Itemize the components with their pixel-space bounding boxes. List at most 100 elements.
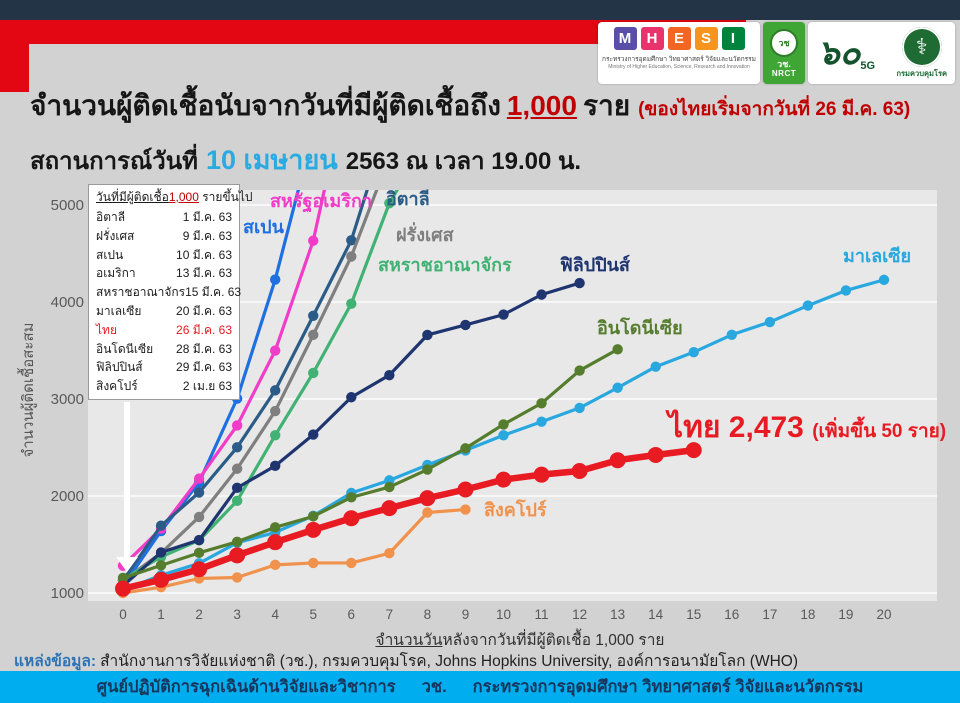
- data-point-Philippines-day7: [384, 369, 395, 381]
- thailand-annotation-name: ไทย: [668, 411, 721, 444]
- legend-row-อิตาลี: อิตาลี 1 มี.ค. 63: [96, 208, 232, 227]
- nrct-abbrev: NRCT: [771, 68, 797, 78]
- x-tick-label-15: 15: [686, 607, 701, 622]
- title-threshold-number: 1,000: [506, 90, 577, 121]
- y-axis-title: จำนวนผู้ติดเชื้อสะสม: [20, 322, 37, 458]
- title-note: (ของไทยเริ่มจากวันที่ 26 มี.ค. 63): [638, 99, 911, 120]
- legend-rows: อิตาลี 1 มี.ค. 63 ฝรั่งเศส 9 มี.ค. 63 สเปน 10…: [96, 208, 241, 396]
- data-point-Malaysia-day16: [726, 329, 737, 340]
- series-label-Indonesia: อินโดนีเซีย: [597, 318, 683, 338]
- thailand-annotation: ไทย 2,473 (เพิ่มขึ้น 50 ราย): [668, 404, 946, 451]
- legend-date: 20 มี.ค. 63: [176, 303, 232, 318]
- data-point-Malaysia-day17: [764, 316, 776, 328]
- nrct-emblem-icon: วช: [770, 28, 798, 57]
- footer-part2: วช.: [421, 678, 447, 696]
- data-point-Italy-day6: [346, 235, 357, 246]
- x-tick-label-9: 9: [462, 607, 470, 622]
- down-arrow-head-icon: [116, 557, 138, 572]
- data-point-Singapore-day6: [346, 557, 357, 569]
- data-point-Indonesia-day4: [270, 522, 281, 533]
- series-line-Singapore: [121, 507, 468, 595]
- data-point-Indonesia-day1: [155, 560, 167, 571]
- data-point-Singapore-day8: [422, 507, 433, 518]
- data-point-Philippines-day3: [231, 482, 243, 494]
- data-point-Singapore-day9: [460, 504, 471, 515]
- x-tick-label-1: 1: [157, 607, 165, 622]
- legend-country: อิตาลี: [96, 210, 126, 224]
- legend-box: วันที่มีผู้ติดเชื้อ1,000 รายขึ้นไป อิตาล…: [88, 184, 252, 400]
- series-line-Spain: [121, 190, 300, 588]
- data-point-Indonesia-day3: [231, 536, 243, 547]
- data-point-Philippines-day2: [193, 534, 205, 546]
- data-point-Thailand-day6: [343, 510, 360, 527]
- title-text: จำนวนผู้ติดเชื้อนับจากวันที่มีผู้ติดเชื้…: [30, 90, 501, 121]
- source-text: สำนักงานการวิจัยแห่งชาติ (วช.), กรมควบคุ…: [100, 653, 799, 670]
- data-point-Philippines-day11: [536, 289, 547, 300]
- data-point-Thailand-day2: [191, 561, 208, 578]
- legend-country: ฝรั่งเศส: [96, 228, 135, 243]
- legend-row-ไทย: ไทย 26 มี.ค. 63: [96, 321, 232, 340]
- data-point-Thailand-day0: [115, 580, 131, 597]
- y-tick-label-2000: 2000: [51, 488, 84, 505]
- subtitle-suffix: 2563 ณ เวลา 19.00 น.: [345, 148, 582, 175]
- data-point-France-day3: [231, 463, 243, 474]
- legend-row-ฝรั่งเศส: ฝรั่งเศส 9 มี.ค. 63: [96, 227, 232, 246]
- x-tick-label-12: 12: [572, 607, 587, 622]
- data-point-Italy-day4: [270, 385, 281, 396]
- legend-date: 1 มี.ค. 63: [182, 210, 232, 224]
- footer-bar: ศูนย์ปฏิบัติการฉุกเฉินด้านวิจัยและวิชากา…: [0, 671, 960, 703]
- data-point-Thailand-day13: [609, 452, 626, 469]
- data-point-Indonesia-day2: [193, 547, 205, 559]
- data-point-United Kingdom-day4: [270, 430, 281, 441]
- legend-header-suffix: รายขึ้นไป: [198, 190, 253, 204]
- subtitle: สถานการณ์วันที่ 10 เมษายน 2563 ณ เวลา 19.0…: [30, 138, 581, 181]
- data-point-Indonesia-day0: [117, 572, 129, 584]
- x-tick-label-2: 2: [195, 607, 203, 622]
- legend-row-อินโดนีเซีย: อินโดนีเซีย 28 มี.ค. 63: [96, 340, 232, 359]
- x-tick-label-20: 20: [876, 607, 891, 622]
- thailand-annotation-value: 2,473: [728, 411, 804, 444]
- data-point-Indonesia-day12: [574, 365, 585, 376]
- data-point-Italy-day1: [155, 520, 167, 531]
- x-axis-title-rest: หลังจากวันที่มีผู้ติดเชื้อ 1,000 ราย: [442, 632, 665, 649]
- x-tick-label-4: 4: [271, 607, 279, 622]
- top-navy-bar: [0, 0, 960, 20]
- x-tick-label-17: 17: [762, 607, 777, 622]
- x-tick-label-3: 3: [233, 607, 241, 622]
- data-point-Italy-day5: [308, 310, 319, 321]
- series-label-France: ฝรั่งเศส: [396, 225, 454, 245]
- data-point-Malaysia-day13: [612, 382, 623, 393]
- mhesi-letter-H: H: [640, 27, 664, 50]
- data-point-Thailand-day7: [381, 500, 398, 517]
- x-tick-label-8: 8: [424, 607, 432, 622]
- data-point-France-day4: [270, 405, 281, 417]
- data-point-Singapore-day5: [308, 557, 319, 569]
- data-point-Malaysia-day19: [840, 285, 852, 296]
- data-point-Philippines-day9: [460, 319, 471, 331]
- data-point-Thailand-day10: [495, 471, 512, 488]
- data-point-Thailand-day1: [153, 571, 170, 588]
- mhesi-letter-S: S: [694, 27, 718, 50]
- legend-date: 10 มี.ค. 63: [176, 247, 232, 262]
- x-tick-label-5: 5: [309, 607, 317, 622]
- subtitle-date: 10 เมษายน: [205, 145, 338, 175]
- subtitle-prefix: สถานการณ์วันที่: [30, 148, 198, 175]
- data-point-Italy-day3: [231, 442, 243, 453]
- data-point-France-day6: [346, 251, 357, 262]
- data-point-Thailand-day3: [229, 547, 246, 564]
- y-tick-label-5000: 5000: [51, 197, 84, 214]
- series-label-Spain: สเปน: [243, 217, 284, 237]
- data-point-Philippines-day10: [498, 309, 509, 320]
- data-point-Thailand-day4: [267, 534, 284, 551]
- legend-country: อินโดนีเซีย: [96, 341, 154, 356]
- series-line-Italy: [121, 190, 369, 583]
- data-point-Malaysia-day14: [650, 361, 661, 372]
- data-point-Malaysia-day11: [536, 416, 547, 427]
- legend-country: ฟิลิปปินส์: [96, 360, 143, 375]
- nrct-60th-5g-logo: ๖๐ 5G ⚕ กรมควบคุมโรค: [808, 22, 955, 84]
- x-tick-label-19: 19: [838, 607, 853, 622]
- legend-date: 29 มี.ค. 63: [176, 360, 232, 375]
- x-tick-label-11: 11: [535, 607, 549, 622]
- x-tick-label-7: 7: [386, 607, 394, 622]
